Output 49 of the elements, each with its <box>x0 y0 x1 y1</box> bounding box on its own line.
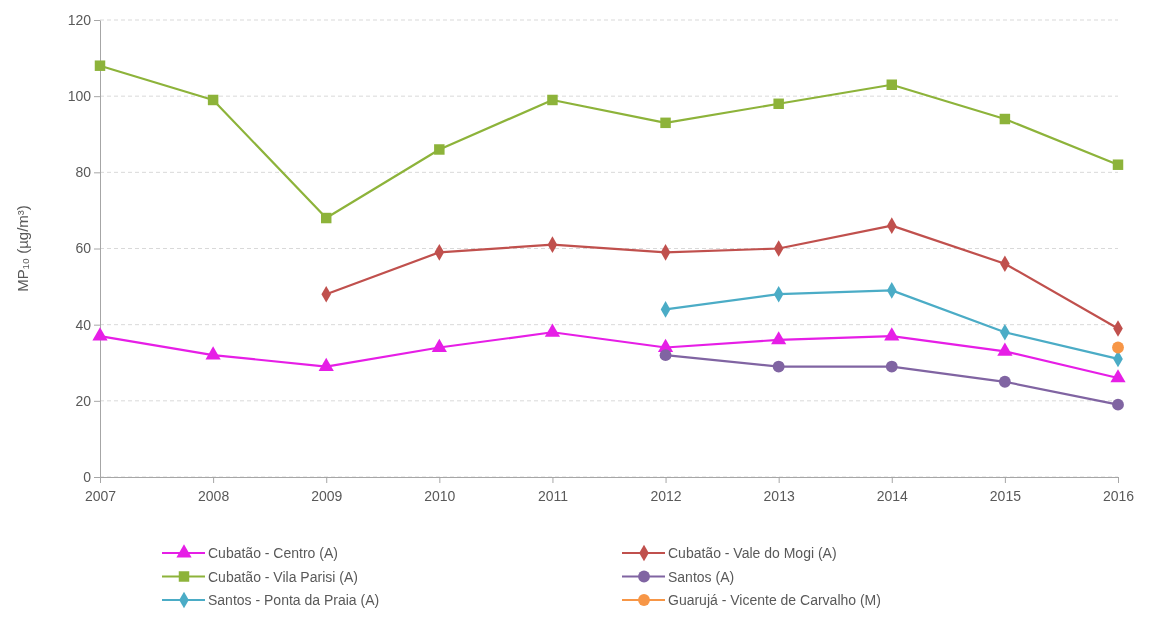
legend-label: Santos - Ponta da Praia (A) <box>208 592 380 608</box>
y-tick-label: 80 <box>75 164 92 181</box>
x-tick-label: 2011 <box>537 488 569 505</box>
point <box>884 327 900 341</box>
point <box>772 360 785 373</box>
x-tick-label: 2014 <box>876 488 909 505</box>
point <box>885 360 898 373</box>
point <box>94 60 106 71</box>
point <box>547 94 558 106</box>
x-tick-label: 2009 <box>311 488 343 505</box>
point <box>1112 341 1124 354</box>
x-tick-label: 2010 <box>424 488 456 505</box>
legend-label: Cubatão - Centro (A) <box>208 545 338 561</box>
point <box>544 323 561 337</box>
point <box>205 346 221 360</box>
point <box>659 349 672 362</box>
legend-label: Guarujá - Vicente de Carvalho (M) <box>668 592 881 608</box>
point <box>660 117 671 129</box>
point <box>1110 369 1126 383</box>
y-tick-label: 120 <box>67 11 92 28</box>
y-tick-label: 0 <box>83 468 92 485</box>
legend-label: Cubatão - Vila Parisi (A) <box>208 568 358 585</box>
x-tick-label: 2007 <box>84 488 117 505</box>
point <box>773 98 784 110</box>
x-tick-label: 2015 <box>989 488 1022 505</box>
point <box>999 113 1011 125</box>
legend-label: Cubatão - Vale do Mogi (A) <box>668 545 837 561</box>
point <box>431 338 447 352</box>
point <box>771 331 787 345</box>
point <box>92 327 108 341</box>
x-tick-label: 2012 <box>650 488 682 505</box>
point <box>1112 159 1124 170</box>
y-tick-label: 40 <box>75 316 92 333</box>
point <box>997 342 1013 356</box>
x-tick-label: 2013 <box>763 488 795 505</box>
y-tick-label: 60 <box>75 240 92 257</box>
y-tick-label: 20 <box>75 392 92 409</box>
x-tick-label: 2008 <box>198 488 230 505</box>
legend-label: Santos (A) <box>668 568 735 585</box>
point <box>207 94 219 106</box>
y-tick-label: 100 <box>67 88 92 105</box>
point <box>998 375 1011 388</box>
x-tick-label: 2016 <box>1102 488 1135 505</box>
point <box>1112 398 1124 411</box>
point <box>318 357 334 371</box>
point <box>886 79 898 90</box>
point <box>434 144 445 155</box>
point <box>320 212 332 224</box>
y-axis-title: MP₁₀ (µg/m³) <box>14 205 31 292</box>
